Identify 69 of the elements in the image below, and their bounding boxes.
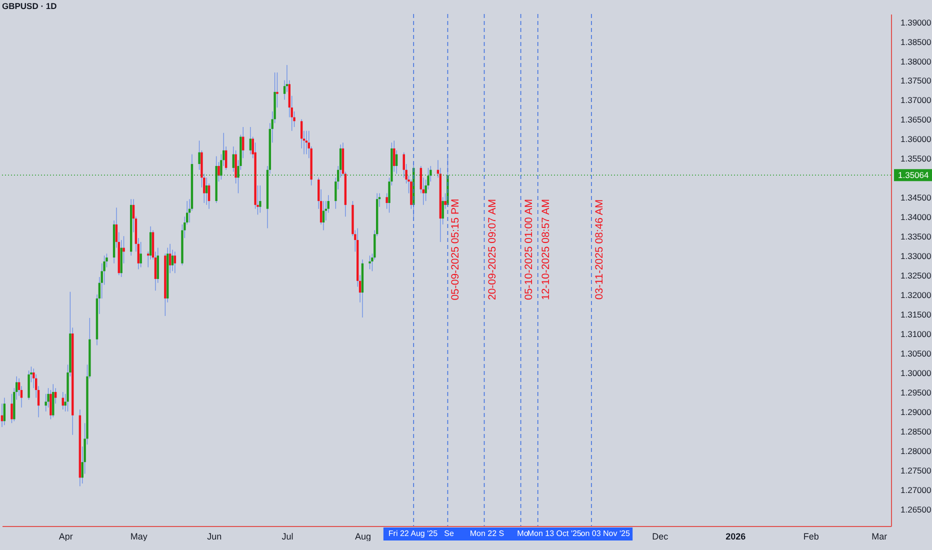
candlestick — [276, 72, 278, 108]
candlestick — [242, 126, 244, 159]
ref-line-label: 12-10-2025 08:57 AM — [540, 199, 552, 300]
y-tick-label: 1.31000 — [900, 329, 932, 340]
text: Mon 22 S — [470, 529, 504, 538]
candlestick — [386, 192, 388, 210]
candlestick — [198, 140, 200, 170]
y-tick-label: 1.33000 — [900, 251, 932, 262]
candlestick — [305, 130, 308, 155]
ref-line-label: 20-09-2025 09:07 AM — [486, 199, 498, 300]
y-tick-label: 1.29000 — [900, 406, 932, 417]
candlestick — [174, 251, 176, 274]
candlestick — [52, 384, 54, 418]
y-tick-label: 1.29500 — [900, 387, 932, 398]
chart-title: GBPUSD · 1D — [2, 1, 57, 12]
y-tick-label: 1.38000 — [900, 56, 932, 66]
text: Mo — [517, 529, 529, 538]
y-tick-label: 1.30000 — [900, 368, 932, 378]
candlestick — [444, 192, 446, 210]
candlestick — [10, 394, 13, 424]
y-tick-label: 1.26500 — [900, 504, 932, 514]
y-tick-label: 1.31500 — [900, 310, 932, 320]
y-tick-label: 1.28500 — [900, 426, 932, 436]
candlestick — [3, 397, 6, 426]
candlestick — [140, 242, 142, 268]
x-tick-label: Jun — [207, 532, 222, 542]
text: Fri 22 Aug '25 — [388, 529, 438, 538]
candlestick — [28, 370, 30, 400]
y-tick-label: 1.36500 — [900, 114, 932, 125]
candlestick — [368, 255, 371, 270]
candlestick — [122, 236, 125, 264]
text: Se — [444, 529, 454, 538]
y-tick-label: 1.33500 — [900, 232, 932, 242]
candlestick — [50, 390, 52, 420]
x-tick-label: Aug — [354, 532, 371, 542]
x-tick-label: Jul — [282, 532, 294, 542]
candlestick — [232, 146, 234, 172]
ref-line-label: 1.35064 — [898, 170, 929, 180]
candlestick — [259, 185, 262, 214]
y-tick-label: 1.37000 — [900, 95, 932, 106]
text: on 03 Nov '25 — [580, 529, 630, 538]
y-tick-label: 1.32000 — [900, 290, 932, 300]
y-tick-label: 1.38500 — [900, 36, 932, 47]
ref-line-label: 05-10-2025 01:00 AM — [522, 199, 535, 300]
ref-line-label: 05-09-2025 05:15 PM — [450, 198, 462, 300]
y-tick-label: 1.34500 — [900, 192, 932, 203]
candlestick — [47, 388, 50, 408]
candlestick — [410, 179, 412, 210]
x-tick-label: Mar — [872, 532, 888, 542]
y-tick-label: 1.30500 — [900, 348, 932, 358]
y-tick-label: 1.39000 — [900, 17, 932, 28]
candlestick — [218, 162, 220, 182]
x-tick-label: 2026 — [726, 532, 746, 542]
candlestick — [393, 140, 396, 172]
x-tick-label: Apr — [58, 532, 73, 542]
y-tick-label: 1.28000 — [900, 446, 932, 456]
y-tick-label: 1.27500 — [900, 465, 932, 476]
y-tick-label: 1.36000 — [900, 134, 932, 144]
y-tick-label: 1.35500 — [900, 154, 932, 164]
x-tick-label: Feb — [803, 532, 819, 542]
y-tick-label: 1.34000 — [900, 212, 932, 222]
ref-line-label: 03-11-2025 08:46 AM — [593, 199, 606, 300]
y-tick-label: 1.27000 — [900, 484, 932, 495]
x-tick-label: Dec — [652, 532, 669, 542]
y-tick-label: 1.37500 — [900, 76, 932, 86]
candlestick — [249, 126, 252, 155]
text: Mon 13 Oct '25 — [527, 529, 582, 538]
y-tick-label: 1.32500 — [900, 270, 932, 281]
x-tick-label: May — [130, 532, 148, 542]
